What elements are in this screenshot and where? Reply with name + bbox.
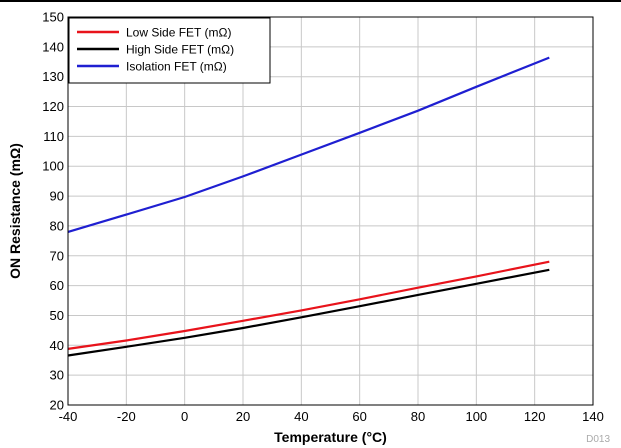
x-tick-label: 100: [465, 409, 487, 424]
y-tick-label: 110: [43, 129, 64, 144]
y-axis-title: ON Resistance (mΩ): [7, 143, 23, 279]
y-tick-label: 130: [42, 69, 64, 84]
y-tick-label: 100: [42, 159, 64, 174]
y-tick-label: 60: [50, 278, 64, 293]
x-axis-title: Temperature (°C): [274, 429, 387, 445]
legend: Low Side FET (mΩ) High Side FET (mΩ) Isola…: [68, 17, 271, 84]
y-tick-label: 20: [50, 398, 64, 413]
x-tick-label: 140: [582, 409, 604, 424]
x-tick-label: 0: [181, 409, 188, 424]
series-group: [67, 56, 550, 357]
x-tick-label: -40: [59, 409, 78, 424]
x-tick-label: -20: [117, 409, 136, 424]
series-line-3: [67, 56, 550, 233]
plot-frame: [67, 16, 594, 406]
x-tick-label: 120: [524, 409, 546, 424]
top-rule: [0, 0, 621, 2]
x-tick-label: 20: [236, 409, 250, 424]
x-tick-label: 40: [294, 409, 308, 424]
series-line-2: [67, 268, 550, 357]
y-tick-label: 80: [50, 218, 64, 233]
y-tick-label: 120: [42, 99, 64, 114]
y-tick-label: 90: [50, 189, 64, 204]
x-tick-label: 60: [352, 409, 366, 424]
y-tick-label: 70: [50, 248, 64, 263]
y-tick-labels: 20 30 40 50 60 70 80 90 100 110 120 130 140 150: [42, 10, 64, 413]
y-tick-label: 30: [50, 368, 64, 383]
y-tick-label: 150: [42, 10, 64, 25]
x-tick-labels: -40 -20 0 20 40 60 80 100 120 140: [59, 409, 604, 424]
x-tick-label: 80: [411, 409, 425, 424]
legend-box: [68, 17, 271, 84]
y-tick-label: 140: [42, 39, 64, 54]
legend-label: Isolation FET (mΩ): [126, 60, 227, 74]
legend-label: High Side FET (mΩ): [126, 43, 234, 57]
figure-code: D013: [586, 434, 610, 445]
y-tick-label: 50: [50, 308, 64, 323]
y-tick-label: 40: [50, 338, 64, 353]
legend-label: Low Side FET (mΩ): [126, 26, 231, 40]
series-line-1: [67, 260, 550, 350]
